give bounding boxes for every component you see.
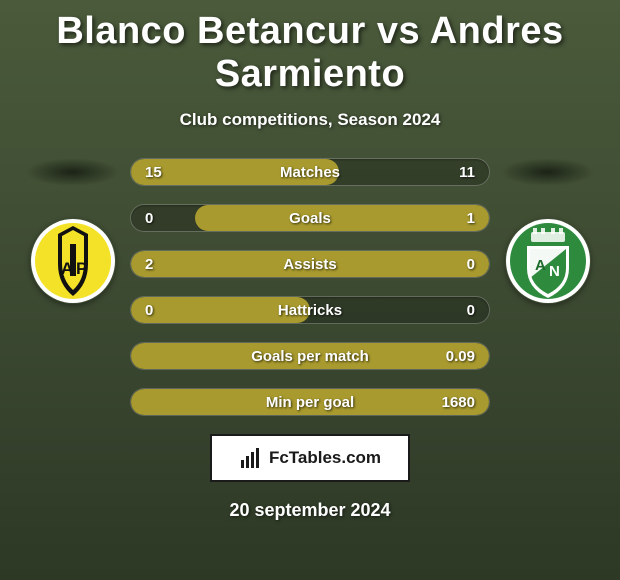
- stat-label: Assists: [283, 256, 336, 273]
- stat-row: Goals per match 0.09: [130, 342, 490, 370]
- stat-left-value: 2: [145, 256, 153, 273]
- stat-left-value: 0: [145, 302, 153, 319]
- page-title: Blanco Betancur vs Andres Sarmiento: [0, 10, 620, 96]
- stat-left-value: 0: [145, 210, 153, 227]
- stat-label: Hattricks: [278, 302, 342, 319]
- footer-date: 20 september 2024: [229, 500, 390, 521]
- comparison-row: A P 15 Matches 11 0 Goals 1 2 Assists 0 0 Hattrick…: [0, 158, 620, 416]
- stat-bars: 15 Matches 11 0 Goals 1 2 Assists 0 0 Hattricks 0 Go…: [130, 158, 490, 416]
- brand-chart-icon: [239, 446, 263, 470]
- stat-row: 0 Hattricks 0: [130, 296, 490, 324]
- shadow-oval-right: [500, 158, 595, 186]
- stat-row: Min per goal 1680: [130, 388, 490, 416]
- stat-right-value: 11: [459, 164, 475, 181]
- team-right-badge: A N: [505, 218, 591, 304]
- stat-right-value: 0: [467, 302, 475, 319]
- stat-label: Min per goal: [266, 394, 354, 411]
- stat-label: Goals per match: [251, 348, 369, 365]
- svg-text:A: A: [535, 257, 546, 274]
- team-right-side: A N: [490, 158, 605, 304]
- svg-text:A: A: [61, 259, 73, 278]
- page-subtitle: Club competitions, Season 2024: [180, 110, 441, 130]
- stat-bar-fill: [195, 205, 489, 231]
- stat-row: 2 Assists 0: [130, 250, 490, 278]
- stat-row: 15 Matches 11: [130, 158, 490, 186]
- svg-text:P: P: [76, 259, 87, 278]
- stat-row: 0 Goals 1: [130, 204, 490, 232]
- team-left-badge-svg: A P: [30, 218, 116, 304]
- stat-label: Goals: [289, 210, 331, 227]
- team-right-badge-svg: A N: [505, 218, 591, 304]
- brand-text: FcTables.com: [269, 448, 381, 468]
- stat-right-value: 0.09: [446, 348, 475, 365]
- stat-right-value: 0: [467, 256, 475, 273]
- shadow-oval-left: [25, 158, 120, 186]
- stat-right-value: 1680: [442, 394, 475, 411]
- stat-label: Matches: [280, 164, 340, 181]
- stat-right-value: 1: [467, 210, 475, 227]
- team-left-side: A P: [15, 158, 130, 304]
- team-left-badge: A P: [30, 218, 116, 304]
- svg-text:N: N: [549, 263, 560, 280]
- stat-left-value: 15: [145, 164, 162, 181]
- brand-box[interactable]: FcTables.com: [210, 434, 410, 482]
